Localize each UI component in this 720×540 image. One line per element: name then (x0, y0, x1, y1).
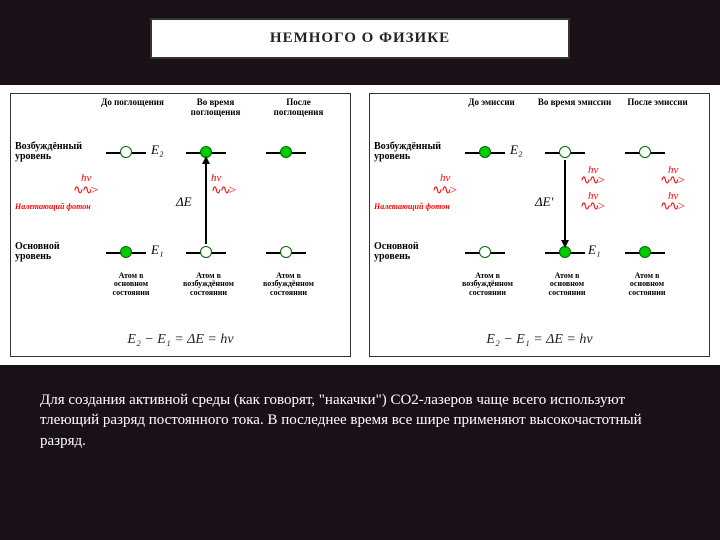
transition-arrow (205, 162, 207, 244)
atom-state-label: Атом в основном состоянии (106, 272, 156, 297)
emission-equation: E₂ − E₁ = ΔE = hν (370, 332, 709, 348)
excited-level-label: Возбуждённый уровень (15, 142, 82, 162)
col-header: После поглощения (257, 98, 340, 118)
ground-level-label: Основной уровень (374, 242, 419, 262)
electron-empty (200, 246, 212, 258)
arrow-up-icon (202, 156, 210, 164)
electron-filled (639, 246, 651, 258)
absorption-panel: До поглощения Во время поглощения После … (10, 93, 351, 357)
excited-level-label: Возбуждённый уровень (374, 142, 441, 162)
photon-label: Налетающий фотон (374, 202, 450, 211)
emission-column-headers: До эмиссии Во время эмиссии После эмисси… (450, 98, 699, 108)
e2-label: E₂ (151, 142, 163, 158)
electron-empty (120, 146, 132, 158)
photon-wave-icon: ∿∿> (73, 182, 96, 198)
electron-empty (639, 146, 651, 158)
emission-panel: До эмиссии Во время эмиссии После эмисси… (369, 93, 710, 357)
electron-empty (280, 246, 292, 258)
col-header: После эмиссии (616, 98, 699, 108)
absorption-column-headers: До поглощения Во время поглощения После … (91, 98, 340, 118)
diagram-container: До поглощения Во время поглощения После … (0, 85, 720, 365)
photon-wave-icon: ∿∿> (211, 182, 234, 198)
col-header: Во время эмиссии (533, 98, 616, 108)
e1-label: E₁ (588, 242, 600, 258)
atom-state-label: Атом в возбуждённом состоянии (460, 272, 515, 297)
delta-e-label: ΔE (176, 194, 192, 210)
col-header: До эмиссии (450, 98, 533, 108)
photon-wave-icon: ∿∿> (432, 182, 455, 198)
photon-wave-icon: ∿∿> (660, 172, 683, 188)
e1-label: E₁ (151, 242, 163, 258)
electron-empty (479, 246, 491, 258)
atom-state-label: Атом в основном состоянии (622, 272, 672, 297)
transition-arrow (564, 160, 566, 242)
atom-state-label: Атом в основном состоянии (542, 272, 592, 297)
ground-level-label: Основной уровень (15, 242, 60, 262)
photon-wave-icon: ∿∿> (580, 172, 603, 188)
col-header: Во время поглощения (174, 98, 257, 118)
body-text: Для создания активной среды (как говорят… (40, 390, 680, 451)
photon-label: Налетающий фотон (15, 202, 91, 211)
electron-empty (559, 146, 571, 158)
e2-label: E₂ (510, 142, 522, 158)
col-header: До поглощения (91, 98, 174, 118)
atom-state-label: Атом в возбуждённом состоянии (181, 272, 236, 297)
arrow-down-icon (561, 240, 569, 248)
electron-filled (280, 146, 292, 158)
delta-e-label: ΔE′ (535, 194, 553, 210)
photon-wave-icon: ∿∿> (660, 198, 683, 214)
atom-state-label: Атом в возбуждённом состоянии (261, 272, 316, 297)
page-title: НЕМНОГО О ФИЗИКЕ (150, 18, 570, 59)
electron-filled (120, 246, 132, 258)
photon-wave-icon: ∿∿> (580, 198, 603, 214)
electron-filled (479, 146, 491, 158)
absorption-equation: E₂ − E₁ = ΔE = hν (11, 332, 350, 348)
